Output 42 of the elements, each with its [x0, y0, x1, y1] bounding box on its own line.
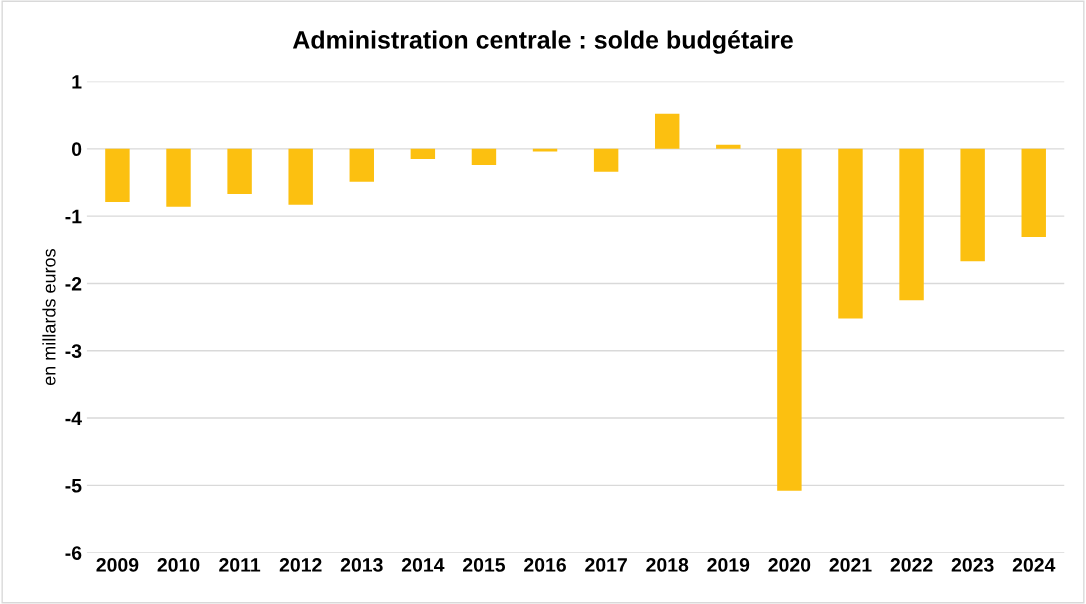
bar	[716, 144, 741, 149]
bar	[532, 148, 558, 152]
bar	[410, 148, 436, 159]
x-tick-label: 2015	[463, 558, 506, 572]
y-axis-title: en millards euros	[42, 249, 56, 386]
bar	[654, 113, 680, 149]
y-tick-label: 0	[71, 142, 82, 157]
x-tick-label: 2017	[585, 558, 627, 572]
x-tick-label: 2018	[646, 558, 689, 572]
bar	[838, 148, 863, 319]
bar	[349, 148, 374, 182]
bar	[777, 148, 802, 491]
y-tick-label: 1	[72, 75, 82, 89]
bar	[899, 148, 924, 301]
bar	[227, 148, 252, 194]
x-tick-label: 2024	[1012, 558, 1056, 572]
x-tick-label: 2021	[829, 558, 872, 572]
x-tick-label: 2016	[524, 558, 566, 572]
x-tick-label: 2023	[951, 558, 994, 572]
y-tick-label: -6	[65, 546, 82, 560]
y-tick-label: -3	[65, 344, 82, 359]
y-tick-label: -5	[65, 479, 82, 493]
bar	[166, 148, 191, 207]
x-tick-label: 2013	[340, 558, 383, 572]
bar	[105, 148, 130, 203]
y-tick-label: -1	[65, 209, 82, 224]
x-tick-label: 2014	[401, 558, 445, 572]
chart-title: Administration centrale : solde budgétaire	[292, 30, 793, 54]
bar	[471, 148, 497, 165]
bar	[593, 148, 619, 172]
y-tick-label: -4	[65, 411, 82, 426]
x-tick-label: 2011	[219, 558, 261, 572]
x-tick-label: 2012	[279, 558, 322, 572]
bar	[1021, 148, 1046, 238]
bar	[960, 148, 985, 262]
x-tick-label: 2022	[890, 558, 933, 572]
bar	[288, 148, 313, 205]
x-tick-label: 2010	[157, 558, 200, 572]
x-tick-label: 2009	[96, 558, 139, 572]
y-tick-label: -2	[65, 276, 82, 291]
x-tick-label: 2019	[707, 558, 750, 572]
x-tick-label: 2020	[768, 558, 811, 572]
